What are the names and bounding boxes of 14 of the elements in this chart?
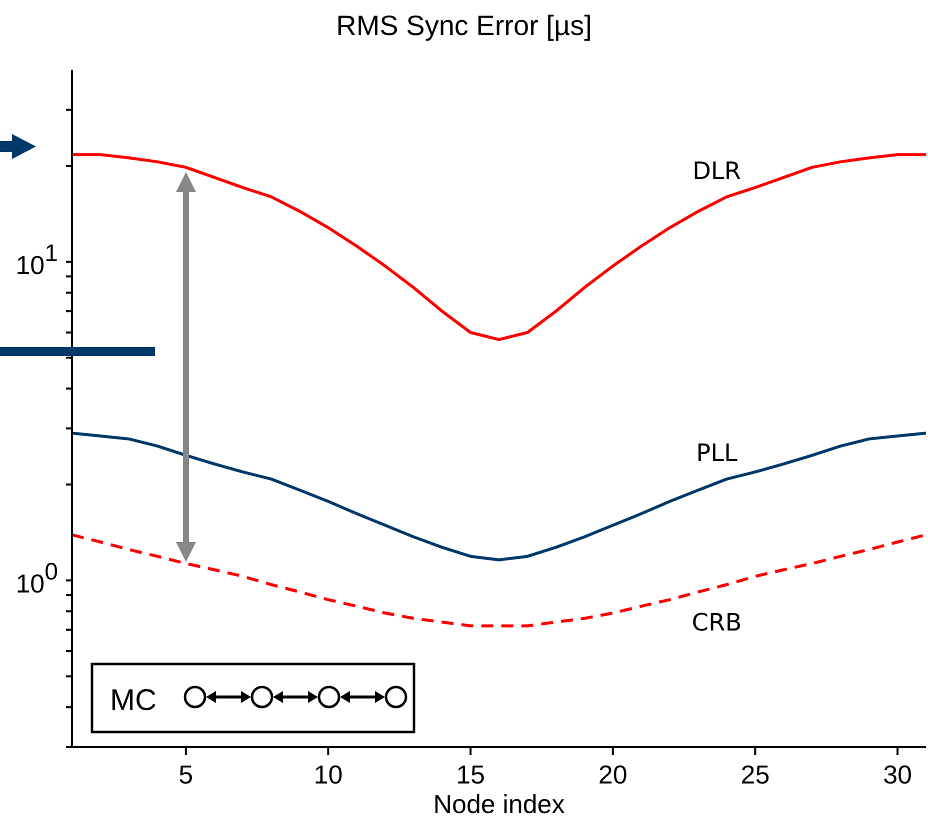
x-tick-label: 5: [178, 759, 194, 790]
x-tick-label: 30: [883, 759, 912, 790]
line-series: [72, 432, 926, 562]
x-axis-title: Node index: [433, 789, 565, 819]
x-tick-label: 15: [456, 759, 485, 790]
chart-title: RMS Sync Error [µs]: [335, 10, 593, 42]
series-label: DLR: [692, 156, 741, 185]
annotation: MC: [110, 684, 157, 717]
x-tick-label: 20: [598, 759, 628, 790]
x-tick-label: 10: [314, 759, 343, 790]
x-tick-label: 25: [740, 759, 770, 790]
series-label: CRB: [692, 608, 742, 637]
line-series: [72, 153, 926, 342]
series-label: PLL: [696, 439, 738, 468]
